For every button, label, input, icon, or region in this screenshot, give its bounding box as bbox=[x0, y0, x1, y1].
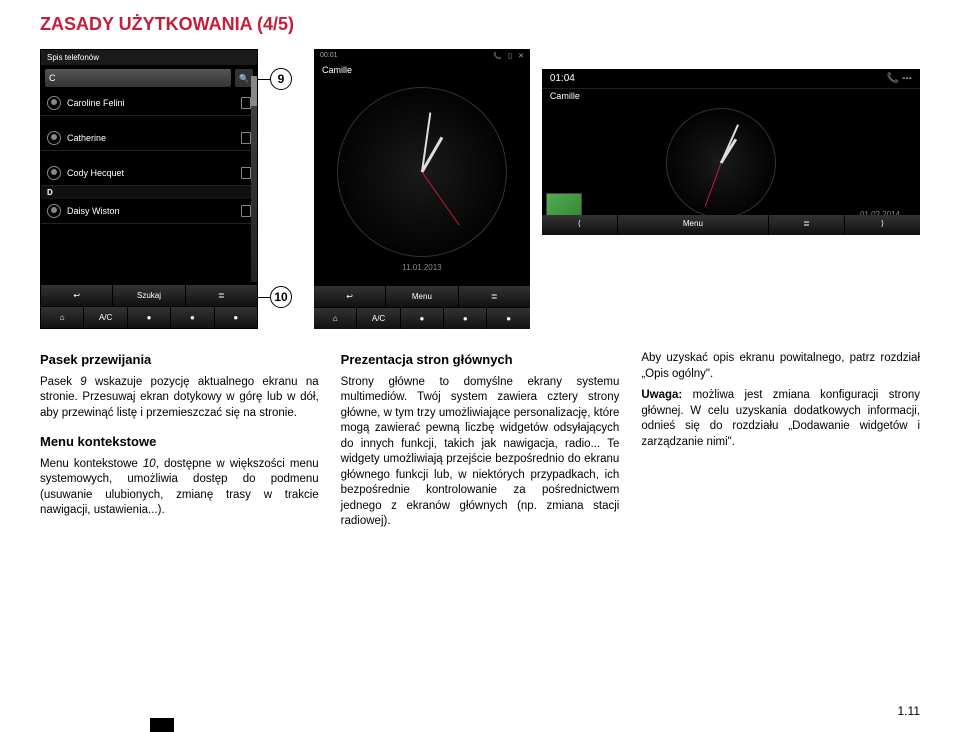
contact-row[interactable]: Daisy Wiston bbox=[41, 199, 257, 224]
avatar-icon bbox=[47, 166, 61, 180]
minute-hand bbox=[720, 124, 739, 163]
paragraph: Pasek 9 wskazuje pozycję aktualnego ekra… bbox=[40, 375, 319, 422]
wide-left-widgets bbox=[542, 103, 602, 223]
heading-home-pages: Prezentacja stron głównych bbox=[341, 351, 620, 369]
signal-text: --- bbox=[902, 73, 912, 84]
toolbar: ↩ Menu ≣ bbox=[314, 286, 530, 307]
paragraph: Uwaga: możliwa jest zmiana konfiguracji … bbox=[641, 388, 920, 450]
heading-context-menu: Menu kontekstowe bbox=[40, 433, 319, 451]
callout-10: 10 bbox=[270, 286, 292, 308]
paragraph: Strony główne to domyślne ekrany systemu… bbox=[341, 375, 620, 530]
phone-status-icon: 📞 bbox=[887, 73, 899, 84]
close-icon[interactable]: ✕ bbox=[518, 52, 524, 60]
phonebook-header: Spis telefonów bbox=[41, 50, 257, 65]
toolbar: ↩ Szukaj ≣ bbox=[41, 285, 257, 306]
phonebook-screen: Spis telefonów 🔍 Caroline Felini Catheri… bbox=[40, 49, 258, 329]
menu-button[interactable]: Menu bbox=[386, 286, 458, 307]
dot-icon[interactable]: ● bbox=[487, 308, 529, 329]
contact-row[interactable]: Catherine bbox=[41, 126, 257, 151]
page-number: 1.11 bbox=[898, 704, 920, 718]
paragraph: Menu kontekstowe 10, dostępne w większoś… bbox=[40, 457, 319, 519]
home-icon[interactable]: ⌂ bbox=[41, 307, 84, 328]
dot-icon[interactable]: ● bbox=[401, 308, 444, 329]
column-2: Prezentacja stron głównych Strony główne… bbox=[341, 351, 620, 536]
dot-icon[interactable]: ● bbox=[171, 307, 214, 328]
search-button[interactable]: Szukaj bbox=[113, 285, 185, 306]
clock-status-bar: 00:01 📞 ▯ ✕ bbox=[314, 49, 530, 63]
avatar-icon bbox=[47, 204, 61, 218]
back-button[interactable]: ↩ bbox=[314, 286, 386, 307]
clock-screen: 00:01 📞 ▯ ✕ Camille 11.01.2013 ↩ Menu ≣ … bbox=[314, 49, 530, 329]
wide-caller-name: Camille bbox=[542, 89, 920, 103]
avatar-icon bbox=[47, 96, 61, 110]
home-bar: ⌂ A/C ● ● ● bbox=[314, 308, 530, 329]
list-button[interactable]: ≣ bbox=[459, 286, 530, 307]
clock-date: 11.01.2013 bbox=[314, 263, 530, 272]
contact-name: Catherine bbox=[67, 133, 237, 143]
phone-status-icon: 📞 bbox=[493, 52, 502, 60]
wide-toolbar: ⟨ Menu ≣ ⟩ bbox=[542, 215, 920, 235]
avatar-icon bbox=[47, 131, 61, 145]
phone-icon bbox=[241, 132, 251, 144]
analog-clock bbox=[337, 87, 507, 257]
phone-icon bbox=[241, 167, 251, 179]
phone-icon bbox=[241, 97, 251, 109]
letter-header: D bbox=[41, 186, 257, 199]
heading-scrollbar: Pasek przewijania bbox=[40, 351, 319, 369]
sim-icon: ▯ bbox=[508, 52, 512, 60]
home-icon[interactable]: ⌂ bbox=[314, 308, 357, 329]
page-tab bbox=[150, 718, 174, 732]
second-hand bbox=[421, 172, 459, 226]
analog-clock bbox=[666, 108, 776, 218]
page-title: ZASADY UŻYTKOWANIA (4/5) bbox=[0, 0, 960, 35]
search-row: 🔍 bbox=[41, 65, 257, 91]
column-3: Aby uzyskać opis ekranu powitalnego, pat… bbox=[641, 351, 920, 536]
wide-time: 01:04 bbox=[550, 73, 575, 84]
contact-name: Caroline Felini bbox=[67, 98, 237, 108]
ac-button[interactable]: A/C bbox=[357, 308, 400, 329]
time-small: 00:01 bbox=[320, 52, 338, 60]
second-hand bbox=[705, 163, 722, 207]
menu-button[interactable]: ≣ bbox=[186, 285, 257, 306]
search-input[interactable] bbox=[45, 69, 231, 87]
back-button[interactable]: ↩ bbox=[41, 285, 113, 306]
column-1: Pasek przewijania Pasek 9 wskazuje pozyc… bbox=[40, 351, 319, 536]
caller-name: Camille bbox=[314, 63, 530, 77]
figures-row: Spis telefonów 🔍 Caroline Felini Catheri… bbox=[0, 35, 960, 329]
paragraph: Aby uzyskać opis ekranu powitalnego, pat… bbox=[641, 351, 920, 382]
dot-icon[interactable]: ● bbox=[215, 307, 257, 328]
dot-icon[interactable]: ● bbox=[444, 308, 487, 329]
contact-row[interactable]: Caroline Felini bbox=[41, 91, 257, 116]
prev-button[interactable]: ⟨ bbox=[542, 215, 618, 235]
home-bar: ⌂ A/C ● ● ● bbox=[41, 307, 257, 328]
menu-button[interactable]: Menu bbox=[618, 215, 769, 235]
callout-9: 9 bbox=[270, 68, 292, 90]
contact-row[interactable]: Cody Hecquet bbox=[41, 161, 257, 186]
scrollbar[interactable] bbox=[251, 76, 257, 282]
dot-icon[interactable]: ● bbox=[128, 307, 171, 328]
text-columns: Pasek przewijania Pasek 9 wskazuje pozyc… bbox=[0, 329, 960, 536]
contact-name: Daisy Wiston bbox=[67, 206, 237, 216]
phone-icon bbox=[241, 205, 251, 217]
wide-status-bar: 01:04 📞 --- bbox=[542, 69, 920, 89]
contact-name: Cody Hecquet bbox=[67, 168, 237, 178]
next-button[interactable]: ⟩ bbox=[845, 215, 920, 235]
ac-button[interactable]: A/C bbox=[84, 307, 127, 328]
list-button[interactable]: ≣ bbox=[769, 215, 845, 235]
wide-home-screen: 01:04 📞 --- Camille 01.0 bbox=[542, 69, 920, 235]
